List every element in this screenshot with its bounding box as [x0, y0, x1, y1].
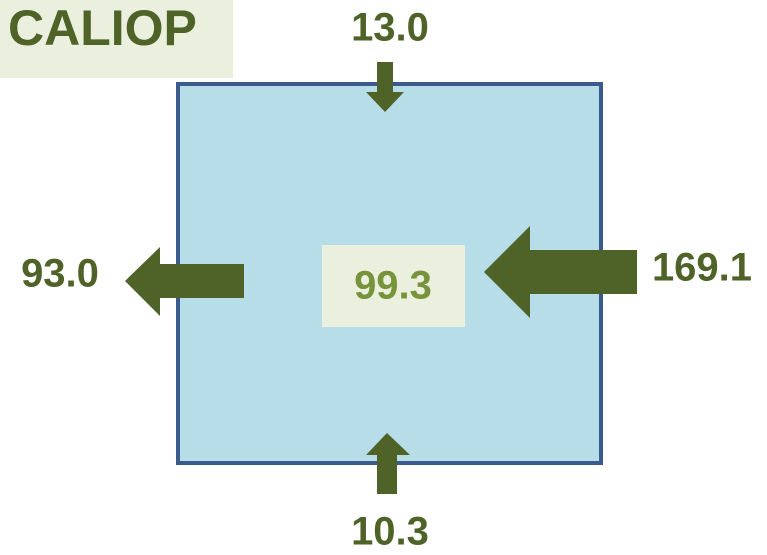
arrow-bottom [366, 433, 410, 494]
center-box [322, 245, 465, 327]
flux-top: 13.0 [351, 6, 429, 50]
arrow-right [484, 226, 637, 318]
flux-bottom: 10.3 [351, 510, 429, 554]
arrow-top [366, 62, 404, 112]
title-box [0, 0, 233, 78]
flux-left: 93.0 [21, 252, 99, 296]
title: CALIOP [8, 0, 197, 56]
arrow-left [125, 247, 244, 316]
center-value: 99.3 [354, 264, 432, 308]
flux-right: 169.1 [652, 246, 752, 290]
